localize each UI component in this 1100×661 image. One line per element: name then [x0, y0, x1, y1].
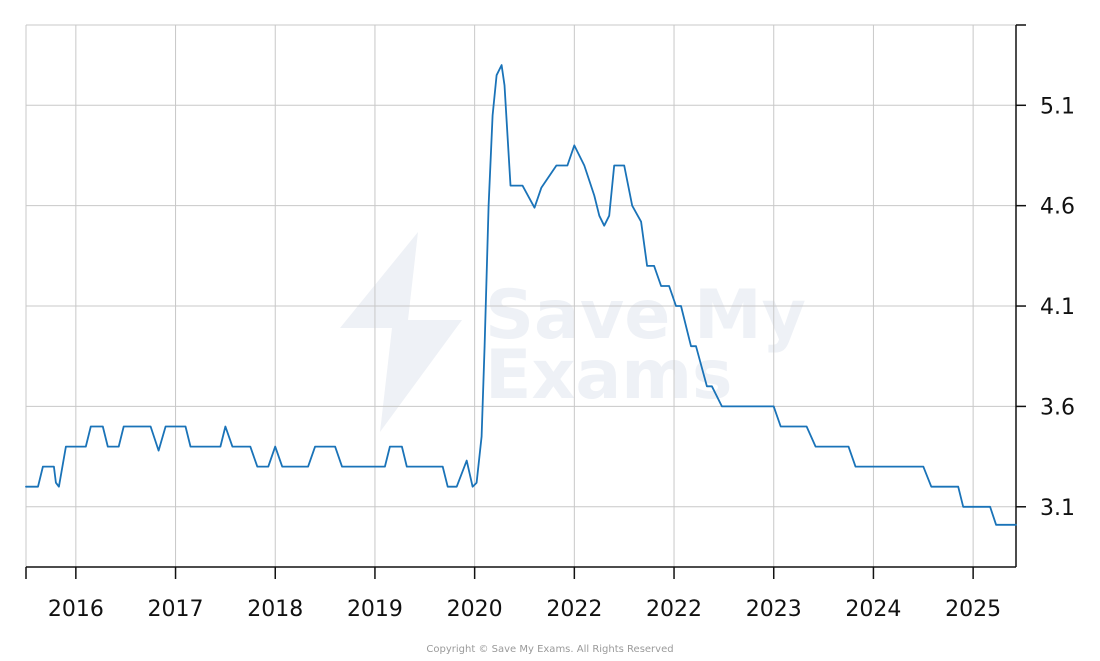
watermark-logo: Save My Exams — [340, 232, 806, 432]
y-tick-label: 3.1 — [1040, 496, 1075, 521]
y-tick-label: 3.6 — [1040, 395, 1075, 420]
series-line-1 — [25, 64, 1017, 526]
x-tick-label: 2025 — [945, 597, 1001, 622]
y-tick-label: 4.1 — [1040, 295, 1075, 320]
watermark-bolt-icon — [340, 232, 462, 432]
watermark-text-line2: Exams — [485, 336, 733, 415]
x-tick-label: 2016 — [48, 597, 104, 622]
y-tick-label: 4.6 — [1040, 195, 1075, 220]
x-tick-labels: 2016 2017 2018 2019 2020 2022 2022 2023 2024 2025 — [48, 597, 1001, 622]
x-tick-label: 2020 — [447, 597, 503, 622]
x-tick-label: 2017 — [148, 597, 204, 622]
grid — [25, 24, 1016, 567]
x-tick-label: 2022 — [646, 597, 702, 622]
series-group — [25, 64, 1017, 526]
x-tick-label: 2019 — [347, 597, 403, 622]
y-tick-label: 5.1 — [1040, 94, 1075, 119]
watermark-text-line1: Save My — [485, 276, 806, 355]
copyright-text: Copyright © Save My Exams. All Rights Re… — [426, 644, 674, 655]
x-tick-label: 2022 — [546, 597, 602, 622]
x-tick-label: 2018 — [247, 597, 303, 622]
x-tick-label: 2023 — [746, 597, 802, 622]
y-tick-labels: 3.1 3.6 4.1 4.6 5.1 — [1040, 94, 1075, 520]
x-tick-label: 2024 — [845, 597, 901, 622]
axes — [25, 24, 1026, 579]
